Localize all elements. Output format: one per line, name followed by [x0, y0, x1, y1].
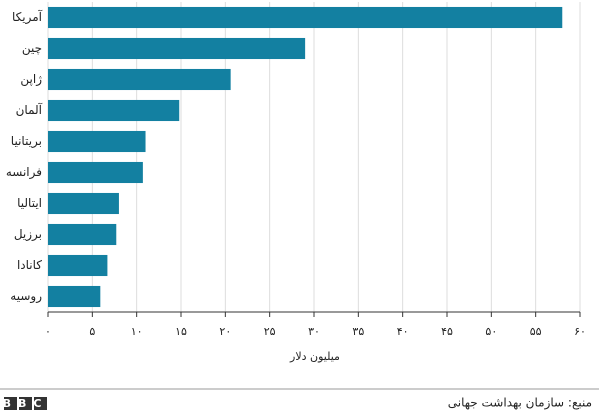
x-tick-label: ۶۰ [574, 325, 586, 338]
bar [48, 99, 180, 122]
y-tick-label: آمریکا [12, 9, 43, 25]
bar [48, 254, 108, 277]
x-tick-label: ۳۵ [352, 325, 364, 338]
x-tick-label: ۲۰ [219, 325, 231, 338]
x-tick-label: ۱۰ [131, 325, 143, 338]
bar [48, 6, 563, 29]
y-tick-label: بریتانیا [11, 134, 42, 149]
x-tick-label: ۵۵ [530, 325, 542, 338]
logo-text: BBC [3, 397, 49, 410]
x-tick-label: ۳۰ [308, 325, 320, 338]
logo-box [34, 397, 47, 410]
bar [48, 130, 146, 153]
bar [48, 161, 143, 184]
y-tick-label: چین [22, 41, 42, 56]
x-tick-label: ۵۰ [485, 325, 497, 338]
bar [48, 192, 119, 215]
y-tick-label: ایتالیا [17, 196, 42, 210]
logo: BBC [3, 397, 49, 410]
y-tick-label: فرانسه [6, 165, 42, 180]
x-tick-label: ۲۵ [264, 325, 276, 338]
logo-box [4, 397, 17, 410]
x-tick-label: ۵ [89, 325, 95, 338]
bar [48, 68, 231, 91]
bar [48, 37, 306, 60]
source: منبع: سازمان بهداشت جهانی [448, 396, 592, 411]
x-tick-label: ۱۵ [175, 325, 187, 338]
y-tick-label: آلمان [16, 102, 43, 117]
y-tick-label: روسیه [10, 289, 42, 304]
bar [48, 285, 101, 308]
x-axis-label: میلیون دلار [289, 350, 340, 363]
y-tick-label: کانادا [17, 258, 42, 272]
x-tick-label: ۴۰ [397, 325, 409, 338]
y-tick-label: برزیل [14, 227, 42, 242]
bar [48, 223, 117, 246]
x-tick-label: ۴۵ [441, 325, 453, 338]
x-tick-label: ۰ [45, 325, 51, 338]
logo-box [19, 397, 32, 410]
y-tick-label: ژاپن [20, 72, 42, 87]
